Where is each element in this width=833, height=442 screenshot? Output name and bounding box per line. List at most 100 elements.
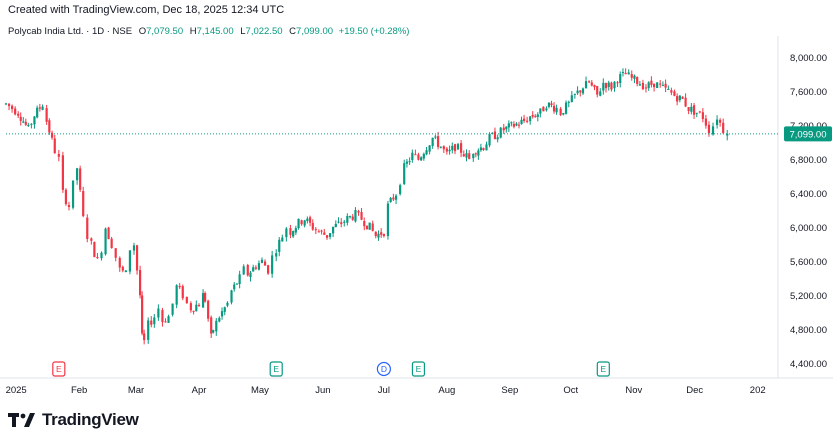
- candle-body: [27, 124, 30, 126]
- candle-body: [659, 83, 662, 85]
- candle-body: [587, 81, 591, 83]
- candle-body: [515, 123, 518, 126]
- candle-body: [499, 127, 502, 138]
- candle-body: [619, 74, 622, 84]
- tradingview-brand: TradingView: [42, 410, 139, 429]
- candle-body: [711, 126, 715, 135]
- tradingview-logo-icon: [8, 413, 35, 427]
- candle-body: [343, 221, 346, 223]
- x-tick-label: Mar: [128, 385, 144, 396]
- candle-body: [599, 91, 602, 96]
- candle-body: [678, 95, 681, 101]
- candle-body: [417, 154, 420, 160]
- candle-body: [192, 310, 195, 312]
- candle-body: [38, 107, 41, 109]
- candle-body: [351, 216, 354, 220]
- candle-body: [171, 303, 174, 315]
- candle-body: [482, 148, 485, 151]
- candle-body: [542, 106, 545, 112]
- candle-body: [107, 227, 110, 240]
- candle-body: [405, 161, 409, 164]
- candle-body: [562, 113, 565, 115]
- candle-body: [627, 72, 630, 75]
- dividend-marker-label: D: [381, 364, 387, 374]
- candle-body: [692, 105, 696, 115]
- candle-body: [647, 82, 650, 89]
- candle-body: [539, 108, 542, 114]
- x-tick-label: Sep: [501, 385, 518, 396]
- candle-body: [502, 127, 505, 131]
- candle-body: [690, 106, 693, 112]
- tradingview-footer[interactable]: TradingView: [8, 410, 139, 430]
- candle-body: [584, 81, 588, 89]
- candle-body: [550, 103, 553, 106]
- candle-body: [260, 259, 264, 263]
- candle-body: [374, 231, 377, 236]
- candle-body: [604, 83, 608, 89]
- candle-body: [57, 153, 60, 157]
- close-label: C: [289, 26, 297, 37]
- candle-body: [141, 295, 144, 334]
- candle-body: [246, 265, 249, 276]
- candle-body: [414, 154, 417, 156]
- y-tick-label: 4,400.00: [790, 359, 827, 370]
- candle-body: [346, 215, 349, 223]
- candle-body: [453, 144, 457, 152]
- candle-body: [448, 149, 451, 152]
- candle-body: [189, 303, 192, 311]
- earnings-marker-icon: [596, 361, 610, 377]
- candle-body: [630, 74, 633, 78]
- earnings-marker-label: E: [273, 364, 279, 374]
- candle-body: [512, 123, 516, 127]
- candle-body: [517, 124, 521, 126]
- candle-body: [212, 330, 215, 333]
- candle-body: [442, 146, 445, 150]
- x-tick-label: Aug: [438, 385, 455, 396]
- change-value: +19.50 (+0.28%): [338, 26, 410, 37]
- candle-body: [676, 96, 679, 102]
- y-tick-label: 6,000.00: [790, 223, 827, 234]
- candle-body: [181, 286, 184, 299]
- candle-body: [292, 231, 295, 237]
- candle-body: [96, 256, 99, 259]
- candle-body: [695, 112, 698, 114]
- candle-body: [479, 147, 483, 151]
- candle-body: [185, 296, 188, 304]
- candle-body: [238, 274, 241, 284]
- candle-body: [536, 114, 539, 117]
- candle-body: [434, 136, 437, 138]
- candle-body: [128, 250, 132, 272]
- candle-body: [197, 304, 201, 307]
- candle-body: [132, 245, 136, 251]
- candle-body: [297, 218, 300, 229]
- candle-body: [308, 217, 312, 223]
- price-chart[interactable]: 4,400.00 4,800.00 5,200.00 5,600.00 6,000.00…: [0, 0, 833, 400]
- candle-body: [271, 255, 274, 274]
- candle-body: [210, 317, 213, 334]
- candle-body: [36, 107, 39, 118]
- candle-body: [493, 131, 497, 140]
- symbol-legend: Polycab India Ltd. · 1D · NSE O7,079.50 …: [8, 26, 409, 37]
- candle-body: [328, 233, 332, 238]
- high-value: 7,145.00: [196, 26, 234, 37]
- y-tick-label: 5,200.00: [790, 291, 827, 302]
- candle-body: [331, 226, 335, 234]
- candle-body: [579, 90, 582, 93]
- candle-body: [281, 237, 284, 242]
- candle-body: [472, 153, 475, 159]
- candle-body: [610, 82, 613, 90]
- candle-body: [100, 252, 103, 259]
- candle-body: [278, 239, 281, 252]
- candle-body: [294, 228, 297, 233]
- candle-body: [357, 210, 360, 213]
- candle-body: [719, 119, 722, 123]
- earnings-marker-label: E: [416, 364, 422, 374]
- candle-body: [300, 220, 303, 225]
- x-tick-label: Feb: [71, 385, 87, 396]
- candle-body: [79, 168, 82, 190]
- y-tick-label: 7,200.00: [790, 121, 827, 132]
- x-tick-label: Jul: [378, 385, 390, 396]
- candle-body: [365, 225, 369, 230]
- candle-body: [459, 143, 463, 153]
- symbol-name[interactable]: Polycab India Ltd. · 1D · NSE: [8, 26, 133, 37]
